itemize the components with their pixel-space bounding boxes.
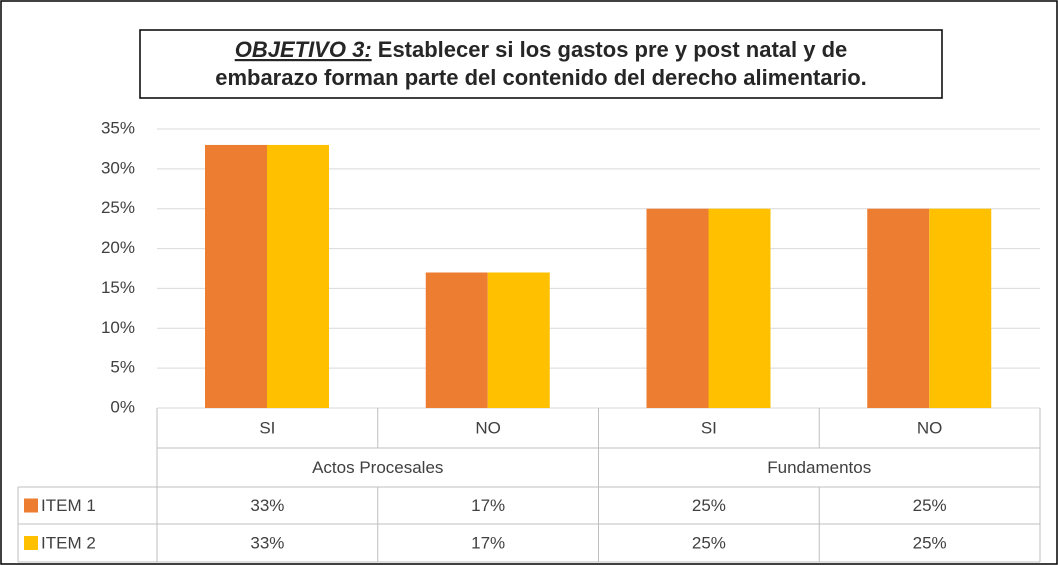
title-label: OBJETIVO 3:: [235, 37, 372, 62]
bar: [487, 272, 550, 408]
group-label: Fundamentos: [767, 458, 871, 477]
legend-key: [24, 498, 38, 513]
bar: [267, 144, 329, 408]
y-tick-label: 15%: [101, 278, 135, 297]
bar: [929, 208, 992, 408]
chart-title-line: embarazo forman parte del contenido del …: [215, 65, 867, 90]
legend-label: ITEM 1: [41, 496, 96, 515]
y-tick-label: 10%: [101, 318, 135, 337]
table-value: 17%: [471, 533, 505, 552]
y-tick-label: 30%: [101, 158, 135, 177]
table-value: 25%: [692, 533, 726, 552]
x-tick-label: SI: [259, 418, 275, 437]
title-box: [139, 29, 943, 99]
legend-label: ITEM 2: [41, 533, 96, 552]
bar: [205, 144, 267, 408]
table-value: 33%: [250, 496, 284, 515]
x-tick-label: NO: [475, 418, 501, 437]
chart-title: OBJETIVO 3: Establecer si los gastos pre…: [235, 37, 848, 62]
bar: [425, 272, 488, 408]
bar: [867, 208, 930, 408]
y-tick-label: 25%: [101, 198, 135, 217]
table-value: 25%: [692, 496, 726, 515]
table-value: 33%: [250, 533, 284, 552]
table-value: 17%: [471, 496, 505, 515]
x-tick-label: NO: [917, 418, 943, 437]
legend-key: [24, 536, 38, 550]
bar: [708, 208, 771, 408]
y-tick-label: 35%: [101, 118, 135, 137]
title-line: Establecer si los gastos pre y post nata…: [378, 37, 848, 62]
y-tick-label: 5%: [110, 358, 135, 377]
table-value: 25%: [913, 496, 947, 515]
bar: [646, 208, 709, 408]
group-label: Actos Procesales: [312, 458, 443, 477]
x-tick-label: SI: [701, 418, 717, 437]
table-value: 25%: [913, 533, 947, 552]
y-tick-label: 20%: [101, 238, 135, 257]
y-tick-label: 0%: [110, 397, 135, 416]
